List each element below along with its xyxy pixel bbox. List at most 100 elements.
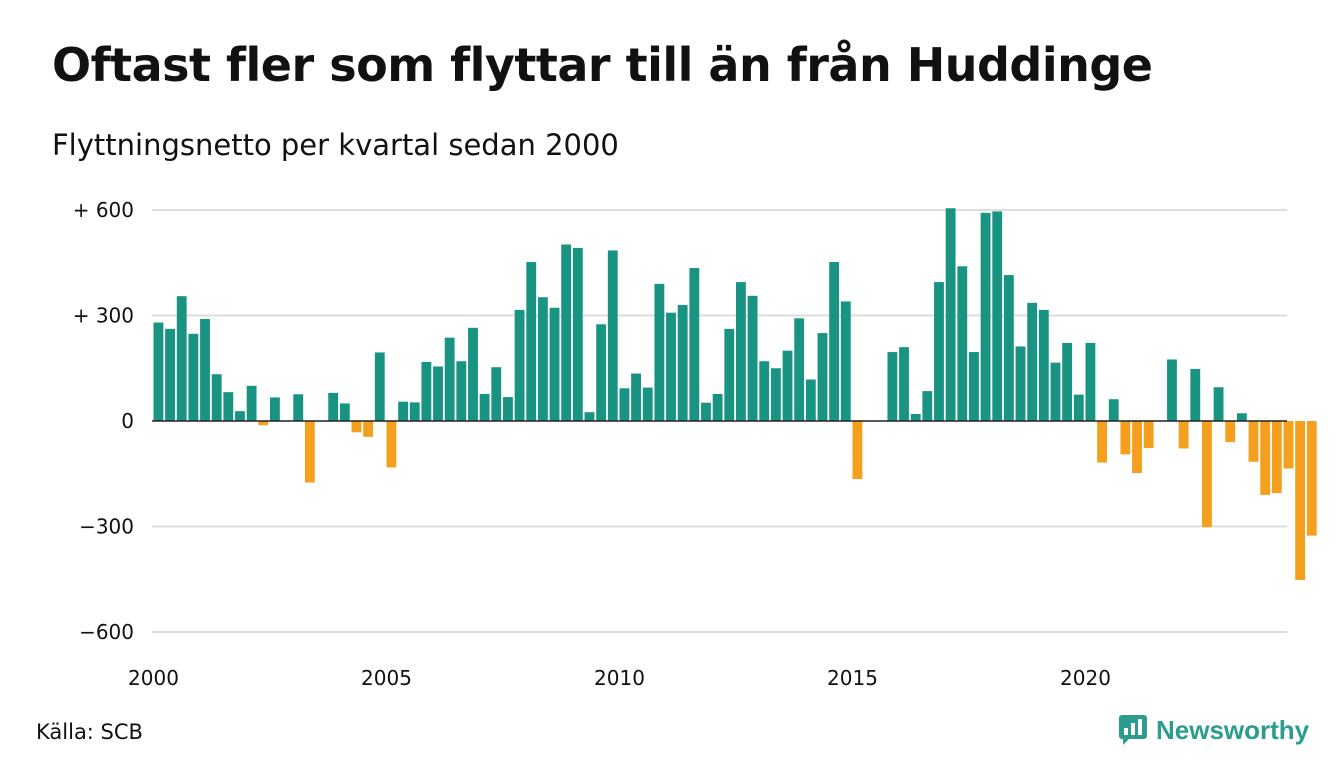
bar	[584, 412, 595, 421]
bar	[969, 352, 979, 421]
bar	[328, 392, 339, 421]
bar	[1306, 421, 1317, 536]
bar	[1003, 275, 1014, 421]
bar	[293, 394, 304, 421]
bar	[444, 337, 455, 421]
bar	[456, 361, 467, 421]
bar	[596, 324, 607, 421]
bar	[572, 247, 583, 421]
bar	[957, 266, 968, 421]
bar	[922, 391, 933, 421]
bar	[607, 250, 618, 421]
bar	[910, 413, 921, 421]
bar	[1190, 368, 1201, 421]
bar	[386, 421, 397, 468]
bar	[176, 296, 187, 421]
bar	[1236, 413, 1247, 421]
bar	[1085, 342, 1096, 421]
bar	[339, 403, 350, 421]
bar	[1108, 399, 1119, 421]
y-tick-label: −600	[79, 620, 134, 644]
bar	[1097, 421, 1107, 463]
chart-subtitle: Flyttningsnetto per kvartal sedan 2000	[52, 128, 619, 162]
bar	[304, 421, 315, 483]
bar	[363, 421, 374, 437]
bar	[153, 322, 164, 421]
bar	[1213, 387, 1224, 421]
bar	[561, 244, 572, 421]
x-tick-label: 2020	[1060, 666, 1111, 690]
bar	[503, 397, 513, 421]
bar	[165, 328, 175, 421]
bar	[526, 262, 537, 421]
bar	[631, 373, 641, 421]
bar	[270, 397, 280, 421]
bar	[398, 401, 408, 421]
bar	[794, 318, 805, 421]
x-tick-label: 2005	[361, 666, 412, 690]
bar	[1027, 302, 1038, 421]
x-tick-label: 2010	[594, 666, 645, 690]
bar	[258, 421, 269, 426]
bar	[1225, 421, 1236, 443]
axes: + 600 + 300 0 −300 −600 2000 2005 2010 2015 2020	[73, 198, 1287, 690]
x-tick-label: 2015	[827, 666, 878, 690]
bar	[433, 366, 443, 421]
bar	[1143, 421, 1154, 449]
bar	[200, 319, 210, 421]
x-tick-label: 2000	[128, 666, 179, 690]
bar	[409, 402, 420, 421]
bar	[468, 327, 478, 421]
bar	[537, 297, 548, 421]
gridlines	[152, 209, 1287, 633]
bar	[747, 295, 758, 421]
bar	[514, 309, 525, 421]
bar	[1271, 421, 1282, 494]
bar	[374, 352, 385, 421]
bar	[1178, 421, 1189, 449]
bar	[770, 368, 781, 421]
bar	[619, 388, 630, 421]
bar	[945, 208, 956, 421]
bar	[934, 282, 944, 421]
bar	[736, 282, 746, 421]
bar	[992, 211, 1003, 421]
bar	[479, 393, 490, 421]
bar	[1050, 362, 1061, 421]
bar	[211, 374, 222, 421]
bar	[689, 268, 700, 421]
bar	[188, 333, 199, 421]
bar	[1295, 421, 1306, 580]
bar	[549, 307, 560, 421]
bar	[1062, 342, 1073, 421]
bar	[782, 350, 793, 421]
bar	[1283, 421, 1294, 469]
bars	[153, 208, 1317, 580]
bar	[712, 393, 723, 421]
bar	[701, 402, 711, 421]
bar	[852, 421, 863, 480]
bar	[805, 379, 816, 421]
newsworthy-logo-icon	[1119, 715, 1147, 745]
brand-name: Newsworthy	[1156, 714, 1310, 745]
bar	[1202, 421, 1212, 528]
y-tick-label: −300	[79, 515, 134, 539]
bar	[677, 304, 688, 421]
bar	[666, 312, 676, 421]
bar	[642, 387, 653, 421]
bar	[829, 262, 840, 421]
bar	[654, 283, 665, 421]
bar	[235, 411, 245, 421]
bar	[223, 392, 234, 421]
bar	[1120, 421, 1131, 455]
bar	[1132, 421, 1142, 474]
bar	[246, 385, 257, 421]
bar	[980, 212, 991, 421]
brand-logo: Newsworthy	[1118, 714, 1309, 746]
bar	[1248, 421, 1259, 462]
bar	[351, 421, 362, 433]
source-note: Källa: SCB	[36, 720, 143, 744]
bar	[840, 301, 851, 421]
bar	[421, 361, 432, 421]
